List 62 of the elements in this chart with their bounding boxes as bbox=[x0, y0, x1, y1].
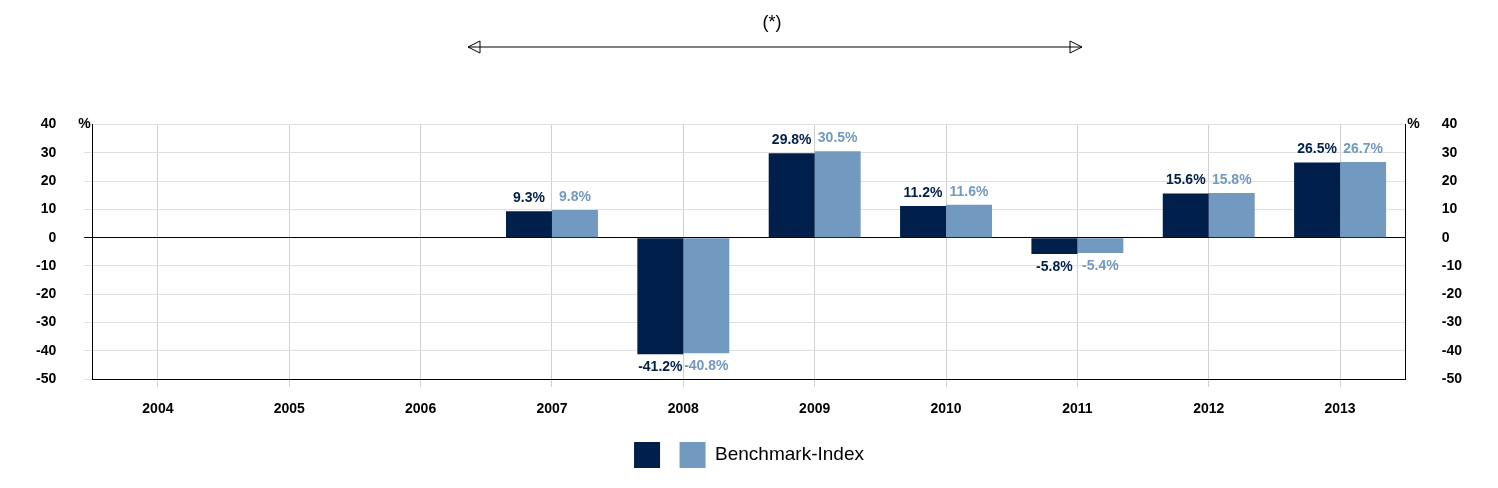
y-tick-label: -50 bbox=[36, 370, 57, 387]
y-tick-label: 20 bbox=[40, 171, 57, 188]
y-axis-title: % bbox=[78, 115, 92, 132]
y-tick-label: 10 bbox=[40, 200, 57, 217]
bar bbox=[1340, 162, 1387, 238]
x-tick-label: 2010 bbox=[930, 400, 962, 417]
bar bbox=[506, 211, 552, 238]
data-label: -40.8% bbox=[684, 357, 730, 374]
y2-tick-label: -40 bbox=[1441, 341, 1463, 358]
y-tick-label: 0 bbox=[48, 228, 57, 245]
bar bbox=[1208, 192, 1255, 238]
y2-tick-label: -10 bbox=[1441, 256, 1463, 273]
y2-tick-label: 10 bbox=[1441, 200, 1458, 217]
y2-axis-title: % bbox=[1407, 115, 1421, 132]
legend-label: Benchmark-Index bbox=[715, 443, 865, 465]
y2-tick-label: 30 bbox=[1441, 143, 1458, 160]
x-tick-label: 2007 bbox=[536, 400, 568, 417]
x-tick-label: 2005 bbox=[273, 400, 306, 417]
data-label: 26.5% bbox=[1297, 140, 1338, 157]
x-tick-label: 2004 bbox=[142, 400, 174, 417]
y-tick-label: -30 bbox=[36, 313, 57, 330]
x-tick-label: 2012 bbox=[1193, 400, 1225, 417]
y2-tick-label: -20 bbox=[1441, 285, 1463, 302]
bar bbox=[1031, 238, 1078, 255]
bar bbox=[637, 238, 684, 355]
y-tick-label: 40 bbox=[40, 115, 57, 132]
y2-tick-label: 40 bbox=[1441, 115, 1458, 132]
x-tick-label: 2011 bbox=[1062, 400, 1093, 417]
x-tick-label: 2008 bbox=[667, 400, 700, 417]
bar bbox=[551, 209, 598, 238]
data-label: -5.8% bbox=[1036, 257, 1074, 274]
x-tick-label: 2009 bbox=[799, 400, 831, 417]
data-label: -5.4% bbox=[1082, 256, 1120, 273]
y-tick-label: 30 bbox=[40, 143, 57, 160]
data-label: 29.8% bbox=[771, 131, 813, 148]
data-label: 11.6% bbox=[949, 182, 990, 199]
data-label: 26.7% bbox=[1343, 139, 1384, 156]
y2-tick-label: 20 bbox=[1441, 171, 1458, 188]
y-tick-label: -40 bbox=[36, 341, 57, 358]
data-label: 15.8% bbox=[1211, 170, 1253, 187]
y-tick-label: -20 bbox=[36, 285, 57, 302]
bar bbox=[1162, 193, 1209, 238]
y2-tick-label: -50 bbox=[1441, 370, 1463, 387]
bar bbox=[768, 153, 815, 238]
y2-tick-label: -30 bbox=[1441, 313, 1463, 330]
y2-tick-label: 0 bbox=[1441, 228, 1450, 245]
x-tick-label: 2013 bbox=[1324, 400, 1356, 417]
data-label: 30.5% bbox=[817, 129, 859, 146]
data-label: 15.6% bbox=[1165, 171, 1207, 188]
bar bbox=[814, 151, 861, 238]
data-label: 9.3% bbox=[513, 189, 546, 206]
bar bbox=[1294, 162, 1341, 238]
bar bbox=[900, 205, 947, 238]
data-label: -41.2% bbox=[638, 358, 684, 375]
y-tick-label: -10 bbox=[36, 256, 57, 273]
bar bbox=[1077, 238, 1124, 253]
bar bbox=[683, 238, 730, 354]
data-label: 9.8% bbox=[559, 187, 592, 204]
text: (*) bbox=[761, 12, 783, 33]
data-label: 11.2% bbox=[903, 183, 944, 200]
x-tick-label: 2006 bbox=[405, 400, 437, 417]
bar bbox=[946, 204, 992, 238]
